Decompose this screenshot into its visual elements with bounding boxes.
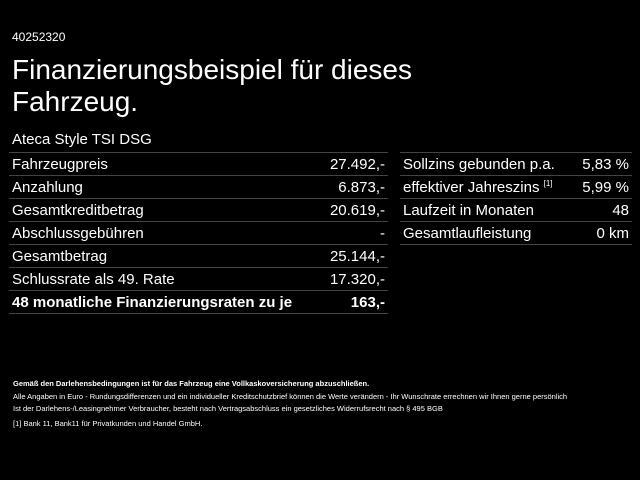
table-row: Abschlussgebühren -: [9, 222, 388, 245]
row-value: 163,-: [350, 293, 385, 311]
row-label: Schlussrate als 49. Rate: [12, 270, 175, 288]
footnote-text: Bank 11, Bank11 für Privatkunden und Han…: [23, 419, 203, 428]
title-line: Fahrzeug.: [12, 86, 139, 117]
footer-line: Ist der Darlehens-/Leasingnehmer Verbrau…: [13, 404, 443, 413]
row-value: 0 km: [596, 224, 629, 242]
row-value: 6.873,-: [338, 178, 385, 196]
row-label: Fahrzeugpreis: [12, 155, 108, 173]
table-row: effektiver Jahreszins [1] 5,99 %: [400, 176, 632, 199]
row-value: 5,83 %: [582, 155, 629, 173]
row-value: 27.492,-: [329, 155, 385, 173]
table-row: 48 monatliche Finanzierungsraten zu je 16…: [9, 291, 388, 314]
row-value: -: [380, 224, 385, 242]
row-label: Abschlussgebühren: [12, 224, 144, 242]
row-label-wrap: effektiver Jahreszins [1]: [403, 179, 553, 196]
title: Finanzierungsbeispiel für dieses Fahrzeu…: [12, 54, 412, 118]
row-value: 25.144,-: [329, 247, 385, 265]
row-label: Sollzins gebunden p.a.: [403, 155, 555, 173]
table-row: Gesamtlaufleistung 0 km: [400, 222, 632, 245]
row-label: Anzahlung: [12, 178, 83, 196]
table-row: Gesamtkreditbetrag 20.619,-: [9, 199, 388, 222]
row-label-wrap: Gesamtlaufleistung: [403, 225, 531, 242]
row-label: Laufzeit in Monaten: [403, 201, 534, 219]
footnote-ref: [1]: [543, 178, 553, 188]
table-row: Anzahlung 6.873,-: [9, 176, 388, 199]
notice: Gemäß den Darlehensbedingungen ist für d…: [13, 379, 370, 388]
row-value: 20.619,-: [329, 201, 385, 219]
row-label: Gesamtkreditbetrag: [12, 201, 144, 219]
row-value: 17.320,-: [329, 270, 385, 288]
row-label: Gesamtlaufleistung: [403, 224, 532, 242]
rate-table: Sollzins gebunden p.a. 5,83 % effektiver J…: [400, 152, 632, 245]
financing-table: Fahrzeugpreis 27.492,- Anzahlung 6.873,- Ges…: [9, 152, 388, 314]
row-value: 5,99 %: [582, 178, 629, 196]
row-value: 48: [612, 201, 629, 219]
table-row: Schlussrate als 49. Rate 17.320,-: [9, 268, 388, 291]
row-label: 48 monatliche Finanzierungsraten zu je: [12, 293, 293, 311]
model: Ateca Style TSI DSG: [12, 131, 152, 148]
table-row: Sollzins gebunden p.a. 5,83 %: [400, 153, 632, 176]
table-row: Fahrzeugpreis 27.492,-: [9, 153, 388, 176]
vehicle-id: 40252320: [12, 30, 66, 44]
table-row: Gesamtbetrag 25.144,-: [9, 245, 388, 268]
row-label-wrap: Laufzeit in Monaten: [403, 202, 534, 219]
title-line: Finanzierungsbeispiel für dieses: [12, 54, 412, 85]
footer-line: Alle Angaben in Euro - Rundungsdifferenz…: [13, 392, 568, 401]
row-label: Gesamtbetrag: [12, 247, 108, 265]
footnote-mark: [1]: [13, 419, 22, 428]
footnote: [1] Bank 11, Bank11 für Privatkunden und…: [13, 418, 202, 430]
row-label-wrap: Sollzins gebunden p.a.: [403, 156, 555, 173]
row-label: effektiver Jahreszins: [403, 178, 540, 196]
table-row: Laufzeit in Monaten 48: [400, 199, 632, 222]
